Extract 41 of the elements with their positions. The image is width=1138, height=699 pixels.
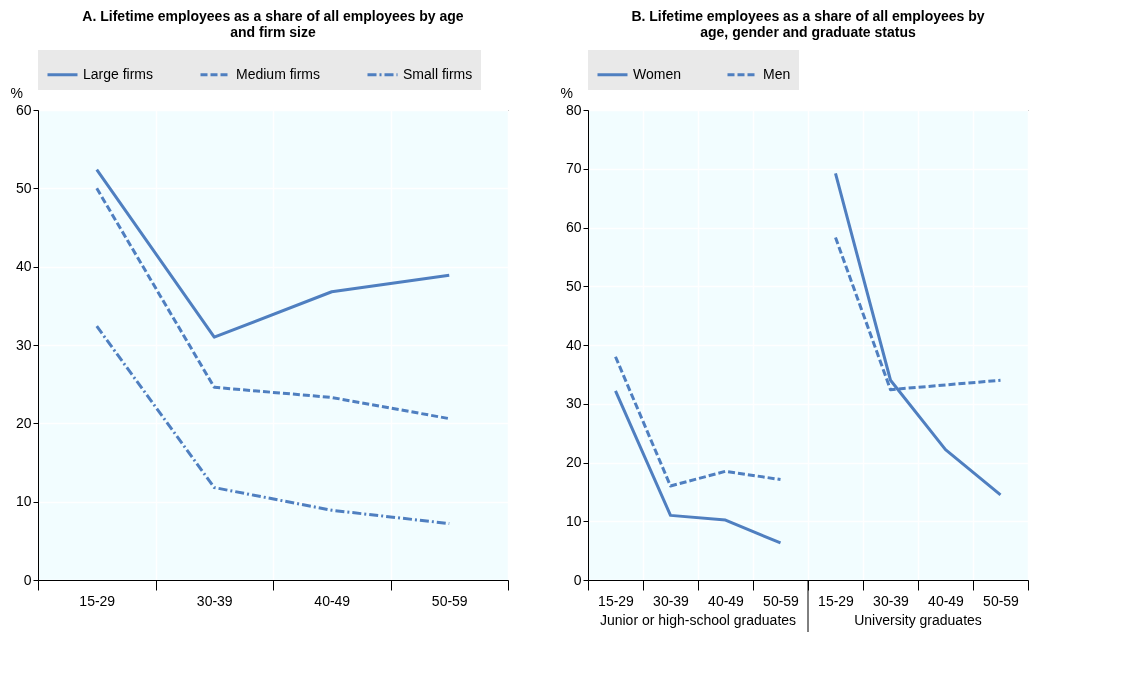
y-tick-label: 70 [565, 160, 582, 177]
text: University graduates [854, 612, 982, 628]
x-tick-label: 15-29 [818, 592, 855, 609]
x-tick-label: 15-29 [79, 592, 116, 609]
y-tick-label: 60 [565, 219, 582, 235]
x-tick-label: 30-39 [196, 592, 233, 609]
x-tick-label: 30-39 [873, 592, 910, 609]
legend-label: Medium firms [236, 65, 321, 82]
legend-label: Men [763, 65, 791, 82]
x-tick-label: 30-39 [653, 592, 690, 609]
y-tick-label: 50 [15, 179, 32, 196]
chart-title: A. Lifetime employees as a share of all employees by age and firm size [82, 8, 464, 40]
y-tick-label: 30 [565, 395, 582, 412]
chart-title: B. Lifetime employees as a share of all employees by age, gender and graduate status [631, 8, 985, 40]
y-axis-title: % [10, 84, 23, 101]
y-tick-label: 20 [565, 454, 582, 470]
y-tick-label: 80 [565, 101, 582, 118]
y-tick-label: 0 [23, 571, 32, 588]
x-tick-label: 40-49 [928, 592, 965, 609]
x-tick-label: 50-59 [763, 592, 800, 609]
text: Junior or high-school graduates [599, 612, 797, 628]
y-tick-label: 0 [573, 571, 582, 588]
y-tick-label: 30 [15, 336, 32, 353]
legend-label: Small firms [403, 65, 473, 82]
x-tick-label: 50-59 [983, 592, 1020, 609]
y-axis-title: % [560, 84, 573, 101]
y-tick-label: 20 [15, 414, 32, 431]
y-tick-label: 50 [565, 277, 582, 294]
x-tick-label: 40-49 [708, 592, 745, 609]
x-tick-label: 40-49 [314, 592, 351, 609]
y-tick-label: 60 [15, 101, 32, 118]
y-tick-label: 40 [565, 336, 582, 353]
legend-label: Large firms [83, 65, 154, 82]
x-tick-label: 50-59 [431, 592, 468, 609]
x-tick-label: 15-29 [598, 592, 635, 609]
legend-label: Women [633, 65, 681, 82]
y-tick-label: 10 [565, 512, 582, 529]
y-tick-label: 40 [15, 258, 32, 275]
line-series [95, 168, 451, 339]
y-tick-label: 10 [15, 493, 32, 510]
line-series [95, 186, 451, 421]
